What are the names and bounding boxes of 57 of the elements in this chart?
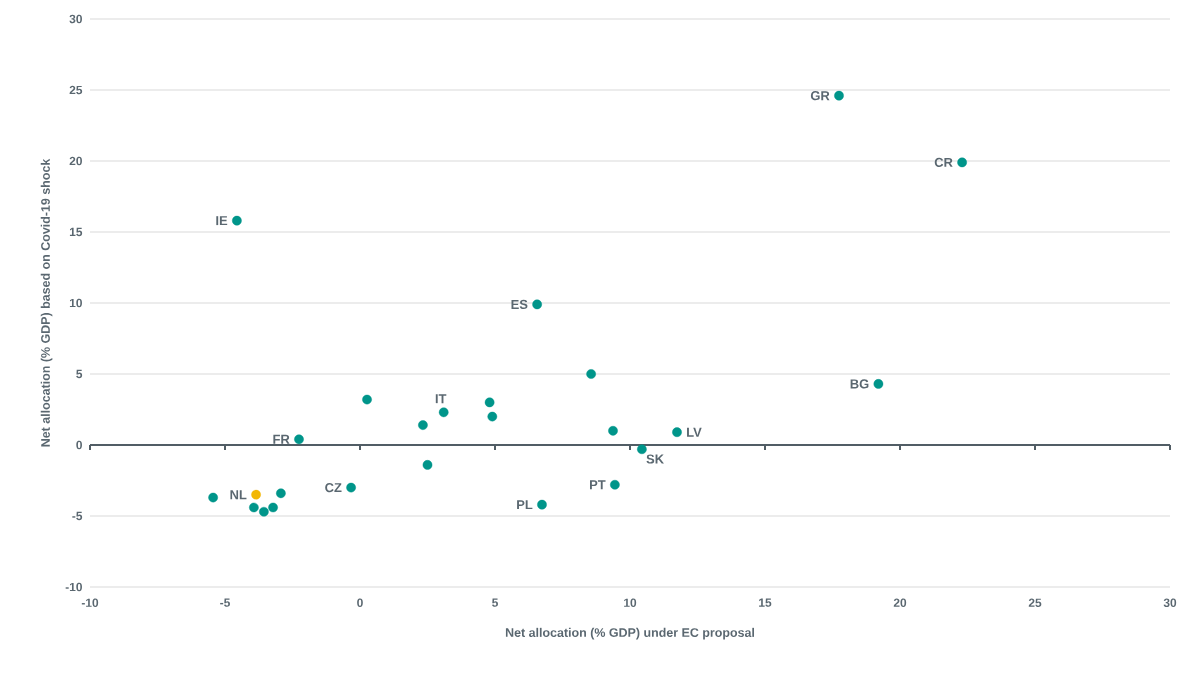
x-tick-label: 25 <box>1028 598 1042 607</box>
annotation: SK <box>646 454 664 464</box>
annotation: ES <box>511 299 528 309</box>
point <box>438 407 449 418</box>
point <box>276 488 286 499</box>
point <box>418 420 428 430</box>
point <box>532 299 542 310</box>
y-tick-label: 20 <box>69 156 82 166</box>
point <box>208 492 218 503</box>
point <box>294 434 304 445</box>
point <box>259 506 269 517</box>
point <box>249 502 259 513</box>
annotation: PL <box>517 500 533 510</box>
x-tick-label: 15 <box>759 598 772 607</box>
annotation: IT <box>435 394 447 404</box>
annotation: BG <box>850 379 869 389</box>
y-tick-label: 25 <box>69 85 83 95</box>
point <box>637 444 647 455</box>
point <box>610 479 620 490</box>
y-tick-label: 15 <box>69 227 83 237</box>
y-axis-title: Net allocation (% GDP) based on Covid-19 shock <box>40 158 53 447</box>
y-tick-label: -5 <box>72 511 83 521</box>
point <box>537 499 547 510</box>
y-tick-label: -10 <box>65 582 82 592</box>
x-tick-label: 20 <box>893 598 907 607</box>
annotation: LV <box>687 427 702 437</box>
annotation: NL <box>230 490 247 500</box>
point <box>487 411 498 422</box>
y-tick-label: 10 <box>69 298 82 308</box>
point <box>362 394 372 405</box>
point <box>834 90 844 101</box>
annotation: CZ <box>325 483 342 493</box>
point <box>608 426 618 436</box>
annotation: IE <box>216 216 228 226</box>
x-tick-label: 10 <box>624 598 637 607</box>
point <box>422 460 433 470</box>
point <box>251 489 261 500</box>
point <box>672 427 682 438</box>
x-tick-label: 30 <box>1163 598 1177 608</box>
point <box>873 379 884 389</box>
annotation: CR <box>934 157 953 167</box>
point <box>346 482 356 493</box>
y-tick-label: 0 <box>76 440 82 450</box>
point <box>484 397 495 408</box>
annotation: PT <box>590 480 606 490</box>
y-tick-label: 5 <box>76 369 83 379</box>
x-tick-label: -5 <box>220 598 230 607</box>
x-tick-label: 5 <box>492 598 498 607</box>
y-tick-label: 30 <box>69 14 82 24</box>
x-axis-title: Net allocation (% GDP) under EC proposal <box>505 627 754 640</box>
annotation: FR <box>273 434 290 444</box>
point <box>268 502 278 513</box>
x-tick-label: 0 <box>357 598 363 607</box>
point <box>586 369 596 379</box>
point <box>957 157 967 168</box>
point <box>232 215 242 226</box>
annotation: GR <box>810 91 830 101</box>
